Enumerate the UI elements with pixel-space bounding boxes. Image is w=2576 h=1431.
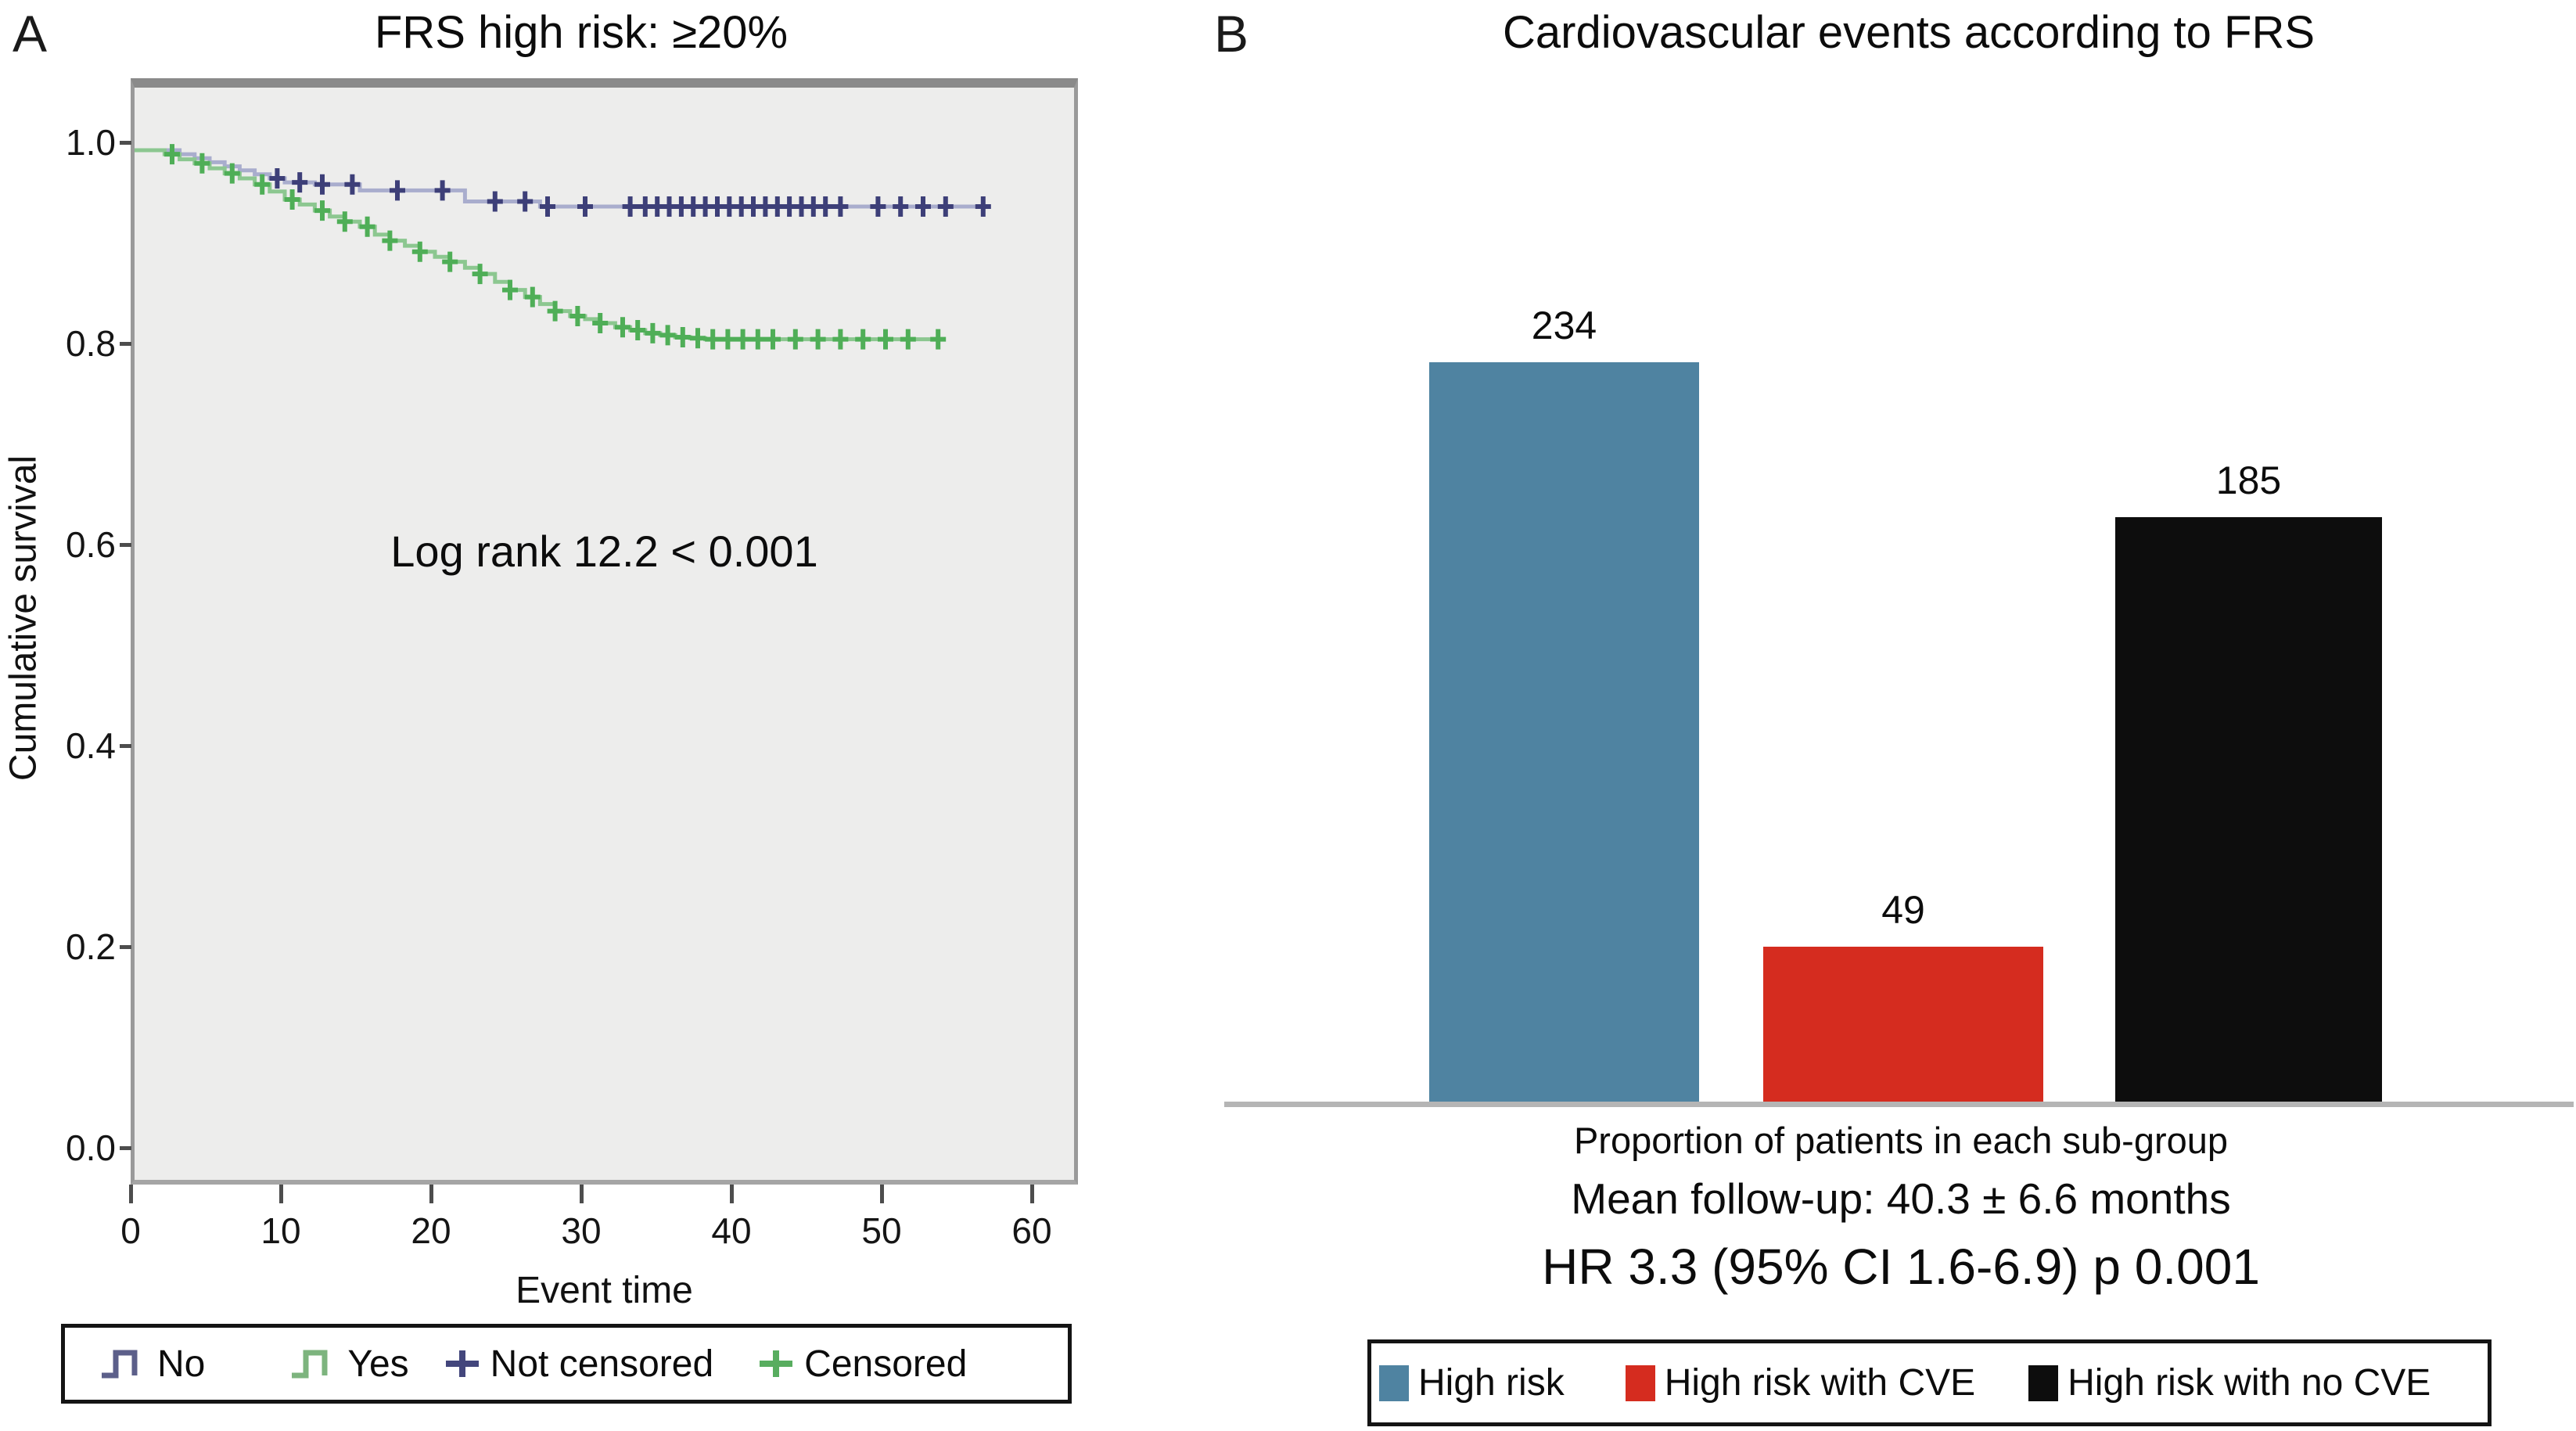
bar-value-label: 185 [2215, 458, 2282, 502]
panel-b-title: Cardiovascular events according to FRS [1502, 7, 2316, 58]
x-tick-mark [730, 1185, 734, 1203]
x-tick-mark [580, 1185, 584, 1203]
legend-item-high-risk-with-cve: High risk with CVE [1625, 1361, 1976, 1404]
legend-item-high-risk: High risk [1379, 1361, 1565, 1404]
legend-item-label: High risk with no CVE [2068, 1362, 2431, 1404]
mean-followup-text: Mean follow-up: 40.3 ± 6.6 months [1571, 1174, 2231, 1223]
bar-chart-caption: Proportion of patients in each sub-group [1573, 1120, 2229, 1161]
y-tick-mark [120, 543, 131, 547]
plus-censor-icon [760, 1350, 793, 1377]
x-tick-label: 0 [120, 1210, 141, 1251]
legend-color-swatch [1379, 1364, 1409, 1401]
legend-item-censored: Censored [754, 1343, 967, 1386]
legend-item-label: Yes [347, 1343, 409, 1385]
log-rank-annotation: Log rank 12.2 < 0.001 [390, 527, 818, 576]
panel-b-legend: High risk High risk with CVE High risk wit… [1367, 1339, 2492, 1426]
x-tick-label: 60 [1011, 1210, 1052, 1251]
censor-marks-yes [164, 144, 947, 350]
hazard-ratio-text: HR 3.3 (95% CI 1.6-6.9) p 0.001 [1542, 1239, 2260, 1295]
panel-a-legend: No Yes Not censored Censored [61, 1324, 1072, 1404]
y-tick-label: 1.0 [66, 122, 116, 163]
step-curve-icon [102, 1350, 138, 1379]
x-tick-label: 20 [411, 1210, 451, 1251]
panel-a-label: A [13, 5, 48, 63]
legend-item-label: Censored [804, 1343, 968, 1385]
legend-item-label: No [157, 1343, 206, 1385]
plus-censor-icon [445, 1350, 479, 1377]
legend-item-not-censored: Not censored [440, 1343, 714, 1386]
legend-item-label: High risk [1418, 1362, 1565, 1404]
bar-value-label: 49 [1881, 888, 1925, 932]
panel-a-title: FRS high risk: ≥20% [374, 7, 789, 58]
legend-color-swatch [2028, 1364, 2059, 1401]
y-tick-mark [120, 1146, 131, 1150]
x-tick-mark [129, 1185, 133, 1203]
km-curve-yes [135, 148, 946, 342]
censor-marks-no [269, 168, 991, 217]
x-tick-mark [880, 1185, 884, 1203]
legend-item-no: No [99, 1343, 205, 1386]
y-tick-label: 0.2 [66, 926, 116, 967]
y-tick-mark [120, 744, 131, 748]
y-tick-mark [120, 141, 131, 145]
km-plot-area: Log rank 12.2 < 0.001 [131, 78, 1078, 1185]
x-tick-label: 50 [861, 1210, 902, 1251]
legend-item-label: High risk with CVE [1664, 1362, 1976, 1404]
x-tick-mark [279, 1185, 283, 1203]
x-tick-label: 30 [561, 1210, 602, 1251]
x-tick-mark [429, 1185, 433, 1203]
x-axis-title: Event time [516, 1270, 693, 1311]
km-survival-curves [135, 144, 991, 350]
panel-b-label: B [1214, 5, 1249, 63]
y-tick-mark [120, 945, 131, 949]
x-tick-mark [1030, 1185, 1034, 1203]
legend-item-label: Not censored [490, 1343, 714, 1385]
y-tick-label: 0.0 [66, 1127, 116, 1168]
bar-high-risk-with-no-cve [2115, 517, 2382, 1102]
legend-color-swatch [1625, 1364, 1655, 1401]
bar-high-risk-with-cve [1763, 947, 2043, 1102]
legend-item-high-risk-with-no-cve: High risk with no CVE [2028, 1361, 2430, 1404]
bar-value-label: 234 [1531, 304, 1597, 347]
y-tick-label: 0.6 [66, 524, 116, 565]
legend-item-yes: Yes [289, 1343, 409, 1386]
bar-baseline-axis [1224, 1102, 2574, 1107]
x-tick-label: 10 [260, 1210, 301, 1251]
y-tick-mark [120, 342, 131, 346]
y-tick-label: 0.8 [66, 323, 116, 364]
bar-high-risk [1429, 362, 1699, 1102]
y-tick-label: 0.4 [66, 725, 116, 766]
x-tick-label: 40 [711, 1210, 752, 1251]
step-curve-icon [292, 1350, 328, 1379]
